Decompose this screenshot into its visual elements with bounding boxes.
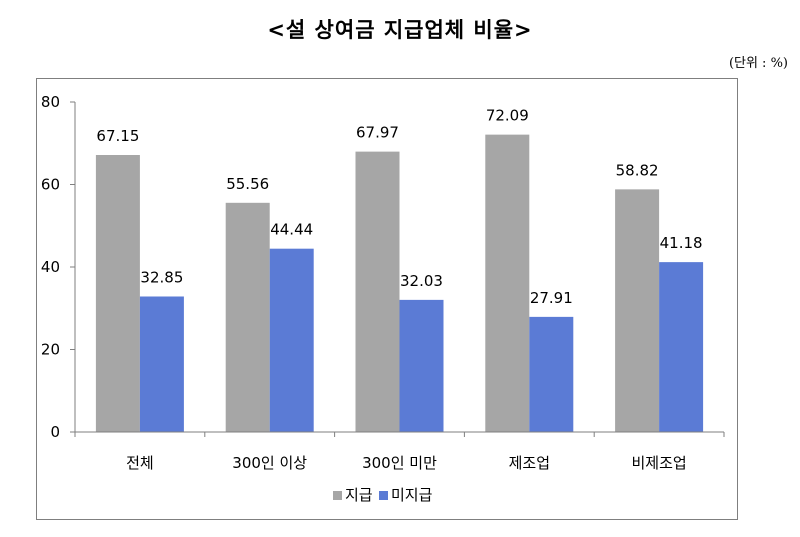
bar-unpaid xyxy=(269,248,314,432)
bar-unpaid xyxy=(659,262,704,432)
data-label: 44.44 xyxy=(270,221,313,239)
x-tick-label: 전체 xyxy=(126,454,154,472)
bar-paid xyxy=(485,134,530,432)
y-tick-label: 20 xyxy=(41,341,60,359)
data-label: 58.82 xyxy=(616,161,659,179)
y-tick-label: 60 xyxy=(41,176,60,194)
data-label: 41.18 xyxy=(660,234,703,252)
bar-paid xyxy=(355,151,400,432)
data-label: 32.03 xyxy=(400,272,443,290)
data-label: 67.15 xyxy=(96,127,139,145)
chart-title: <설 상여금 지급업체 비율> xyxy=(267,18,533,42)
x-tick-label: 300인 이상 xyxy=(232,454,307,472)
data-label: 27.91 xyxy=(530,289,573,307)
bar-unpaid xyxy=(399,299,444,432)
x-tick-label: 300인 미만 xyxy=(362,454,437,472)
bar-paid xyxy=(615,189,660,432)
bar-unpaid xyxy=(529,316,574,432)
chart-frame xyxy=(36,78,738,520)
legend-label-paid: 지급 xyxy=(345,486,373,504)
bar-paid xyxy=(225,202,270,432)
x-tick-label: 비제조업 xyxy=(631,454,686,472)
y-tick-label: 80 xyxy=(41,93,60,111)
bar-unpaid xyxy=(139,296,184,432)
y-tick-label: 0 xyxy=(50,423,60,441)
legend-swatch-paid xyxy=(333,491,342,500)
bar-paid xyxy=(95,155,140,432)
data-label: 55.56 xyxy=(226,175,269,193)
data-label: 67.97 xyxy=(356,124,399,142)
legend-label-unpaid: 미지급 xyxy=(391,486,433,504)
data-label: 32.85 xyxy=(140,268,183,286)
x-tick-label: 제조업 xyxy=(509,454,550,472)
legend-swatch-unpaid xyxy=(379,491,388,500)
data-label: 72.09 xyxy=(486,107,529,125)
y-tick-label: 40 xyxy=(41,258,60,276)
unit-label: (단위 : %) xyxy=(728,56,788,71)
